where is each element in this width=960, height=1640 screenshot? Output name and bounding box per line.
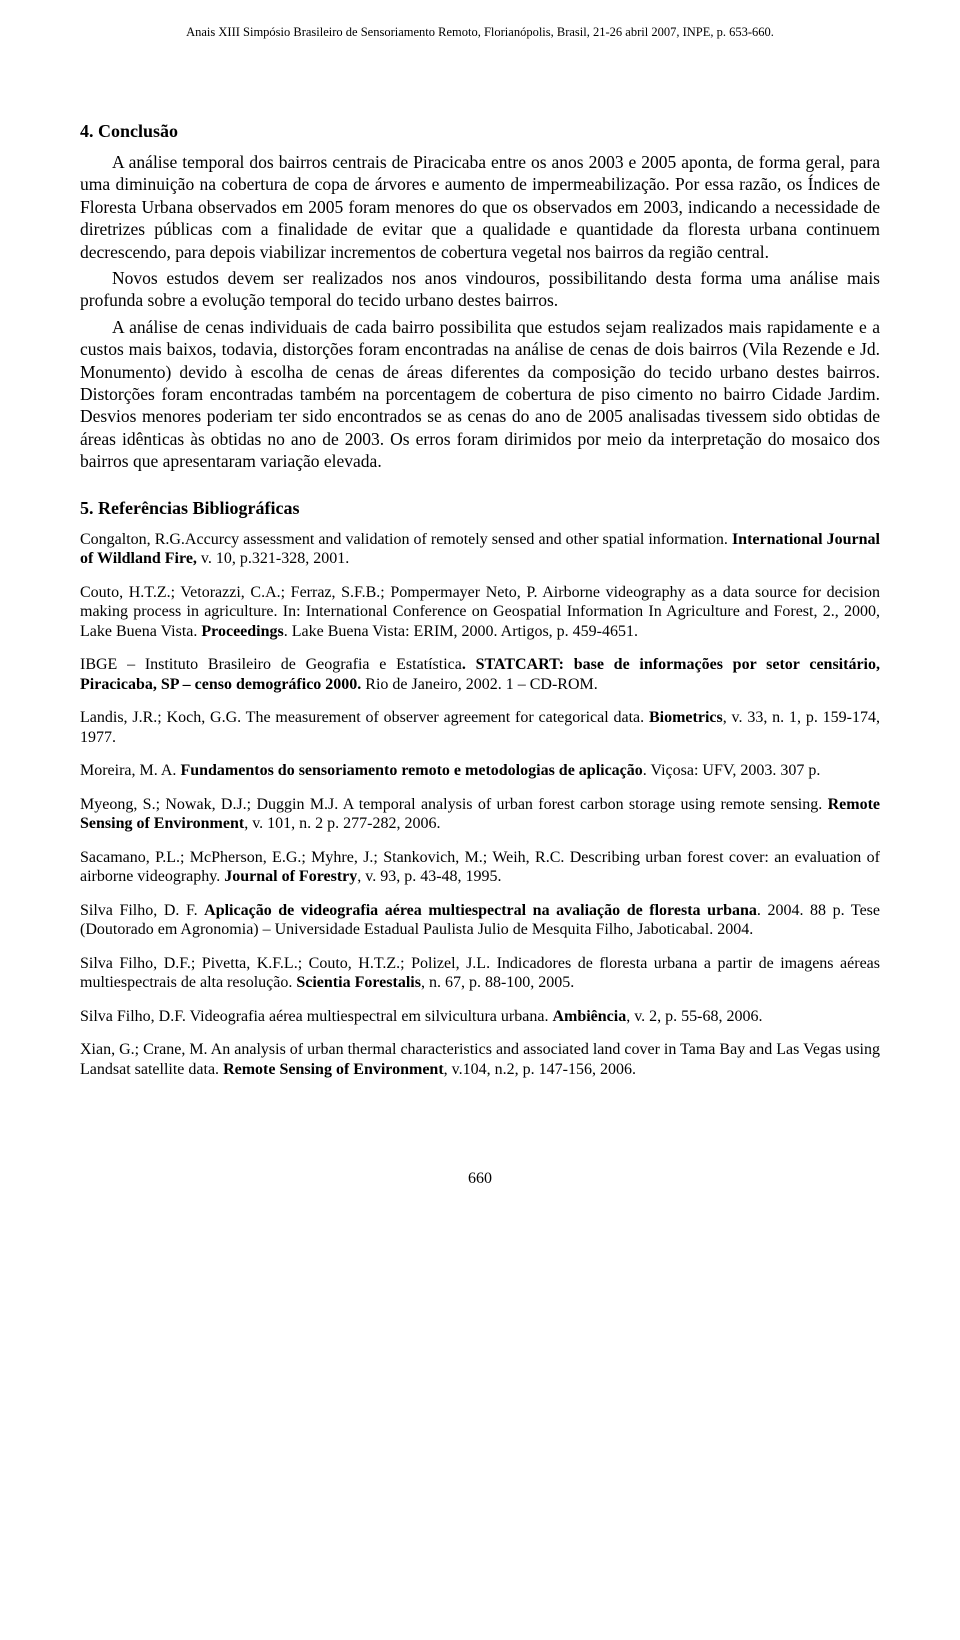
- conclusion-paragraph-3: A análise de cenas individuais de cada b…: [80, 316, 880, 473]
- reference-item: Silva Filho, D.F. Videografia aérea mult…: [80, 1007, 880, 1027]
- reference-item: Landis, J.R.; Koch, G.G. The measurement…: [80, 708, 880, 747]
- ref-text: , v. 93, p. 43-48, 1995.: [357, 868, 501, 885]
- ref-text: Silva Filho, D. F.: [80, 902, 204, 919]
- ref-bold: Biometrics: [649, 709, 723, 726]
- ref-bold: Proceedings: [201, 623, 283, 640]
- reference-item: Congalton, R.G.Accurcy assessment and va…: [80, 530, 880, 569]
- ref-bold: Scientia Forestalis: [296, 974, 421, 991]
- ref-text: Landis, J.R.; Koch, G.G. The measurement…: [80, 709, 649, 726]
- ref-bold: Aplicação de videografia aérea multiespe…: [204, 902, 757, 919]
- reference-item: Myeong, S.; Nowak, D.J.; Duggin M.J. A t…: [80, 795, 880, 834]
- section-4-title: 4. Conclusão: [80, 120, 880, 143]
- ref-bold: Ambiência: [552, 1008, 626, 1025]
- ref-text: , v.104, n.2, p. 147-156, 2006.: [444, 1061, 636, 1078]
- reference-item: Silva Filho, D. F. Aplicação de videogra…: [80, 901, 880, 940]
- ref-bold: Remote Sensing of Environment: [223, 1061, 444, 1078]
- reference-item: Moreira, M. A. Fundamentos do sensoriame…: [80, 761, 880, 781]
- reference-item: Silva Filho, D.F.; Pivetta, K.F.L.; Cout…: [80, 954, 880, 993]
- conclusion-paragraph-1: A análise temporal dos bairros centrais …: [80, 151, 880, 263]
- ref-text: . Viçosa: UFV, 2003. 307 p.: [643, 762, 821, 779]
- ref-text: Rio de Janeiro, 2002. 1 – CD-ROM.: [365, 676, 597, 693]
- ref-text: Myeong, S.; Nowak, D.J.; Duggin M.J. A t…: [80, 796, 828, 813]
- section-5-title: 5. Referências Bibliográficas: [80, 497, 880, 520]
- reference-item: Sacamano, P.L.; McPherson, E.G.; Myhre, …: [80, 848, 880, 887]
- reference-item: Couto, H.T.Z.; Vetorazzi, C.A.; Ferraz, …: [80, 583, 880, 642]
- ref-text: Silva Filho, D.F. Videografia aérea mult…: [80, 1008, 552, 1025]
- ref-text: , n. 67, p. 88-100, 2005.: [421, 974, 574, 991]
- ref-text: Moreira, M. A.: [80, 762, 180, 779]
- ref-text: Congalton, R.G.Accurcy assessment and va…: [80, 531, 732, 548]
- ref-text: , v. 101, n. 2 p. 277-282, 2006.: [244, 815, 440, 832]
- reference-item: Xian, G.; Crane, M. An analysis of urban…: [80, 1040, 880, 1079]
- ref-text: . Lake Buena Vista: ERIM, 2000. Artigos,…: [284, 623, 638, 640]
- references-list: Congalton, R.G.Accurcy assessment and va…: [80, 530, 880, 1080]
- page-number: 660: [80, 1169, 880, 1189]
- ref-bold: Journal of Forestry: [224, 868, 357, 885]
- ref-bold: Fundamentos do sensoriamento remoto e me…: [180, 762, 642, 779]
- page-header: Anais XIII Simpósio Brasileiro de Sensor…: [80, 24, 880, 40]
- ref-text: , v. 2, p. 55-68, 2006.: [626, 1008, 762, 1025]
- ref-text: IBGE – Instituto Brasileiro de Geografia…: [80, 656, 462, 673]
- conclusion-paragraph-2: Novos estudos devem ser realizados nos a…: [80, 267, 880, 312]
- reference-item: IBGE – Instituto Brasileiro de Geografia…: [80, 655, 880, 694]
- ref-text: v. 10, p.321-328, 2001.: [201, 550, 349, 567]
